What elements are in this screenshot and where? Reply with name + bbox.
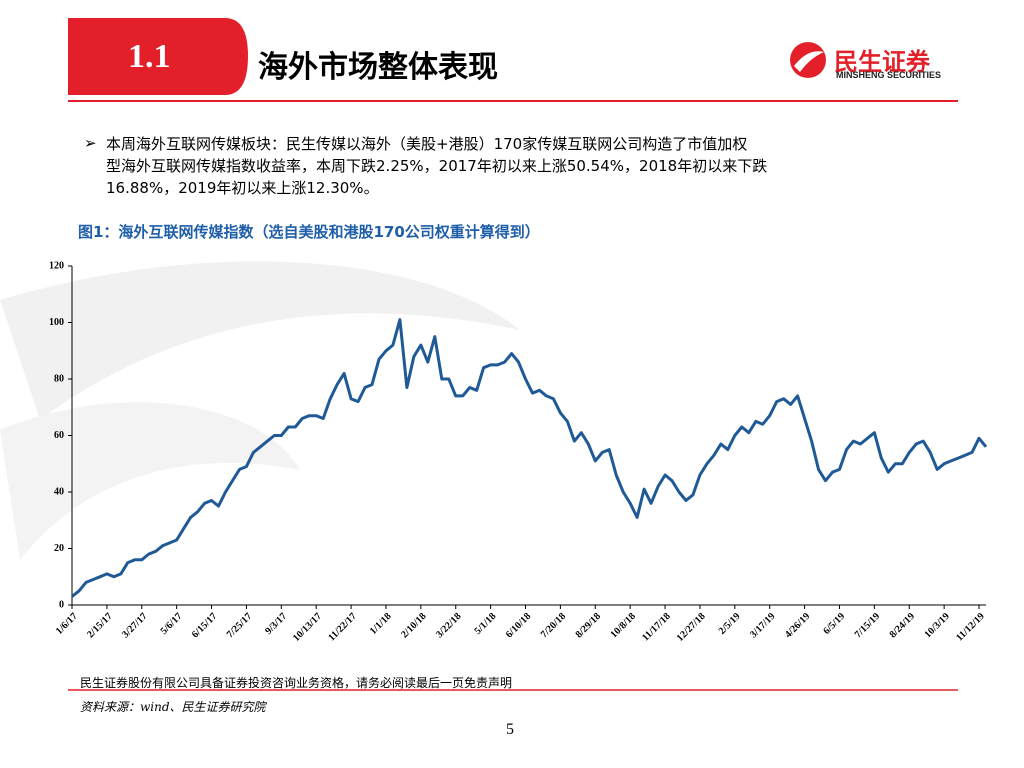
x-tick-label: 6/10/18	[504, 611, 533, 640]
y-tick-label: 120	[49, 260, 64, 271]
x-tick-label: 1/6/17	[54, 611, 80, 637]
bullet-line: 本周海外互联网传媒板块：民生传媒以海外（美股+港股）170家传媒互联网公司构造了…	[106, 135, 748, 153]
x-tick-label: 7/25/17	[225, 611, 254, 640]
bullet-text: 本周海外互联网传媒板块：民生传媒以海外（美股+港股）170家传媒互联网公司构造了…	[106, 133, 767, 199]
y-tick-label: 20	[54, 543, 64, 554]
x-tick-label: 2/15/17	[85, 611, 114, 640]
x-tick-label: 7/15/19	[853, 611, 882, 640]
x-tick-label: 6/15/17	[190, 611, 219, 640]
bullet-line: 16.88%，2019年初以来上涨12.30%。	[106, 179, 379, 197]
x-tick-label: 12/27/18	[675, 611, 708, 644]
chart: 0 20 40 60 80 100 120 1/6/17 2/15/17 3/27/17 5/6/1…	[49, 260, 988, 644]
x-tick-label: 3/22/18	[434, 611, 463, 640]
x-tick-label: 4/26/19	[783, 611, 812, 640]
slide-title: 海外市场整体表现	[258, 50, 498, 85]
disclaimer: 民生证券股份有限公司具备证券投资咨询业务资格，请务必阅读最后一页免责声明	[80, 676, 513, 690]
bullet-line: 型海外互联网传媒指数收益率，本周下跌2.25%，2017年初以来上涨50.54%…	[106, 157, 768, 175]
source: 资料来源：wind、民生证券研究院	[80, 700, 266, 714]
x-tick-label: 11/12/19	[954, 611, 987, 644]
x-tick-label: 2/5/19	[717, 611, 743, 637]
x-tick-label: 1/1/18	[368, 611, 394, 637]
bullet-marker: ➢	[84, 134, 97, 152]
x-tick-label: 6/5/19	[821, 611, 847, 637]
x-tick-label: 10/13/17	[291, 611, 324, 644]
x-tick-label: 3/27/17	[120, 611, 149, 640]
x-tick-label: 8/24/19	[888, 611, 917, 640]
y-tick-label: 0	[59, 599, 64, 610]
y-tick-label: 40	[54, 486, 64, 497]
x-tick-label: 5/6/17	[159, 611, 185, 637]
x-tick-label: 8/29/18	[574, 611, 603, 640]
watermark	[0, 261, 520, 420]
x-tick-label: 11/22/17	[326, 611, 359, 644]
data-line	[71, 318, 988, 598]
x-tick-label: 11/17/18	[640, 611, 673, 644]
x-tick-label: 2/10/18	[399, 611, 428, 640]
section-number: 1.1	[128, 38, 171, 75]
x-tick-label: 7/20/18	[539, 611, 568, 640]
header-block	[68, 18, 248, 95]
x-tick-label: 10/3/19	[922, 611, 951, 640]
watermark	[0, 402, 300, 560]
y-tick-label: 80	[54, 373, 64, 384]
logo-en: MINSHENG SECURITIES	[836, 70, 942, 80]
x-tick-label: 9/3/17	[263, 611, 289, 637]
logo-icon-mark	[794, 51, 824, 72]
x-tick-label: 5/1/18	[473, 611, 499, 637]
y-tick-label: 100	[49, 317, 64, 328]
x-tick-label: 10/8/18	[609, 611, 638, 640]
page-number: 5	[506, 721, 514, 738]
x-tick-label: 3/17/19	[748, 611, 777, 640]
figure-title: 图1：海外互联网传媒指数（选自美股和港股170公司权重计算得到）	[78, 223, 540, 241]
y-tick-label: 60	[54, 430, 64, 441]
logo-cn: 民生证券	[834, 48, 930, 76]
